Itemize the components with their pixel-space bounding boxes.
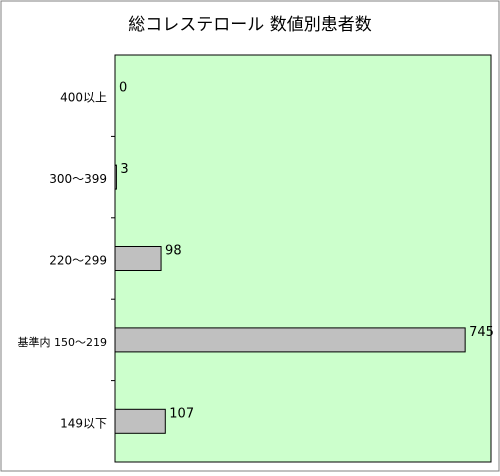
category-label: 300～399 (49, 172, 107, 186)
bar (114, 164, 117, 190)
bars (114, 164, 466, 434)
category-label: 基準内 150～219 (18, 335, 108, 349)
data-label: 745 (469, 325, 494, 340)
data-label: 98 (165, 244, 182, 259)
category-labels: 400以上 300～399 220～299 基準内 150～219 149以下 (18, 91, 108, 431)
category-label: 220～299 (49, 254, 107, 268)
bar (114, 246, 162, 271)
bar (114, 327, 466, 353)
chart-title: 総コレステロール 数値別患者数 (128, 15, 371, 35)
bar (114, 408, 166, 434)
category-label: 400以上 (60, 91, 107, 105)
data-label: 3 (120, 162, 128, 177)
data-labels: 0 3 98 745 107 (119, 81, 494, 422)
category-label: 149以下 (60, 416, 107, 430)
data-label: 107 (169, 406, 194, 421)
data-label: 0 (119, 81, 127, 96)
plot-area (114, 54, 492, 463)
y-axis-ticks (111, 135, 115, 382)
